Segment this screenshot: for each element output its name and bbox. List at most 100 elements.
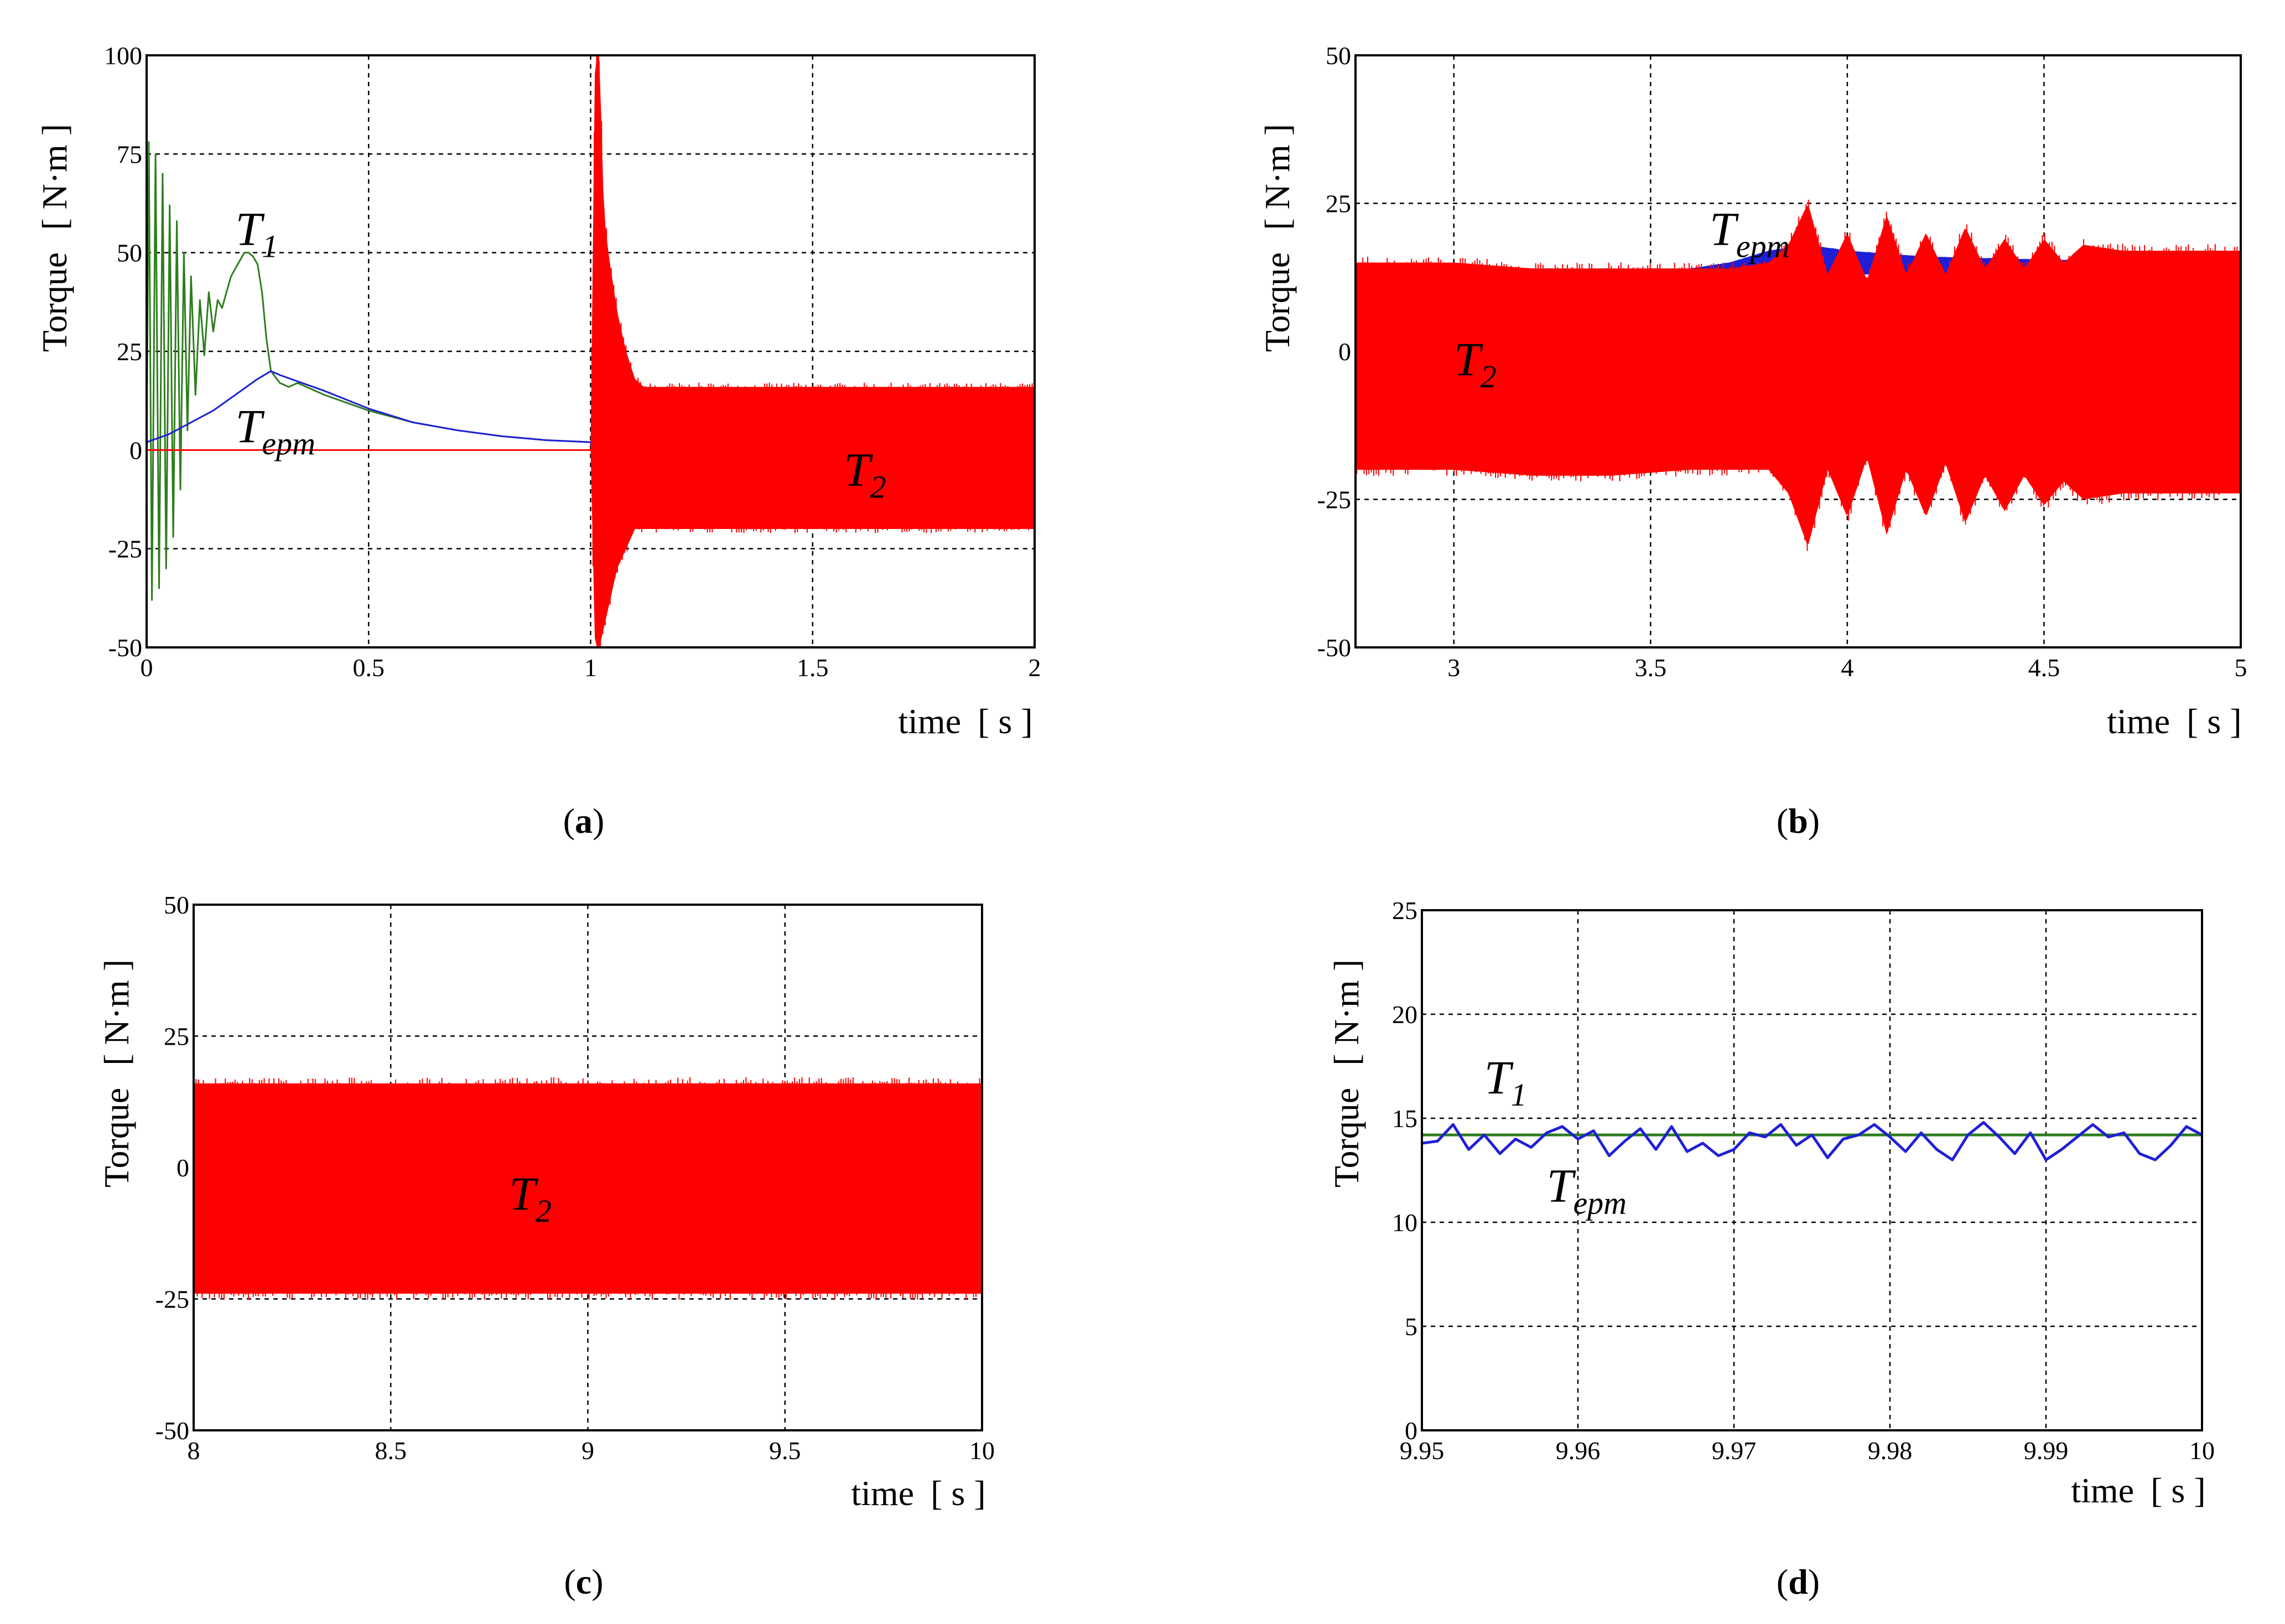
x-tick-label: 9.98 [1868, 1436, 1913, 1465]
y-tick-label: 50 [164, 891, 189, 919]
y-axis-name: Torque [1327, 1088, 1366, 1187]
x-axis-name: time [898, 702, 961, 741]
plot-frame [193, 904, 983, 1431]
y-axis-unit: [ N·m ] [97, 959, 136, 1066]
y-axis-label: Torque [ N·m ] [1327, 959, 1366, 1187]
series-line-Tepm [147, 370, 614, 471]
x-axis-label: time [ s ] [2107, 702, 2241, 741]
subfigure-open: ( [563, 801, 575, 840]
x-tick-label: 1 [584, 653, 597, 682]
x-tick-label: 5 [2235, 653, 2247, 682]
series-group [194, 1077, 982, 1300]
subfigure-letter: b [1788, 801, 1808, 840]
series-group [1356, 199, 2241, 551]
subfigure-close: ) [593, 801, 604, 840]
annotation-subscript: epm [1736, 228, 1790, 264]
annotation-label: T2 [509, 1167, 552, 1229]
y-tick-label: 0 [1338, 338, 1351, 366]
y-tick-label: -25 [108, 535, 142, 563]
x-tick-label: 4 [1841, 653, 1853, 682]
y-axis-unit: [ N·m ] [1327, 959, 1366, 1066]
y-axis-unit: [ N·m ] [35, 124, 74, 230]
y-tick-label: 0 [1405, 1417, 1417, 1445]
subfigure-open: ( [1777, 1562, 1788, 1601]
chart-panel-b: 3 3.5 4 4.5 5 -50 -25 0 25 50 Torque [ N·m ] time [ s… [1258, 41, 2247, 840]
x-axis-unit: [ s ] [2187, 702, 2242, 741]
plot-frame [146, 54, 1036, 648]
chart-panel-a: 0 0.5 1 1.5 2 -50 -25 0 25 50 75 100 Torque [ N·m ] ti… [35, 41, 1041, 840]
annotation-label: T2 [1454, 333, 1497, 395]
annotation-subscript: 1 [262, 228, 278, 264]
x-axis-label: time [ s ] [898, 702, 1032, 741]
subfigure-label: (a) [563, 801, 605, 840]
x-axis-unit: [ s ] [931, 1473, 986, 1513]
y-tick-label: 25 [1392, 896, 1417, 925]
tick-labels: 9.95 9.96 9.97 9.98 9.99 10 0 5 10 15 20 25 [1392, 896, 2215, 1465]
x-tick-label: 9.96 [1556, 1436, 1601, 1465]
annotation-label: T2 [844, 443, 886, 505]
annotation-main: T [236, 399, 265, 453]
x-axis-unit: [ s ] [978, 702, 1033, 741]
x-tick-label: 9.97 [1712, 1436, 1757, 1465]
y-axis-unit: [ N·m ] [1258, 124, 1297, 230]
y-tick-label: 50 [1326, 41, 1351, 70]
x-axis-label: time [ s ] [851, 1473, 985, 1513]
annotation-main: T [1484, 1051, 1514, 1104]
series-line-T1 [147, 141, 613, 601]
y-tick-label: -50 [108, 634, 142, 662]
y-axis-label: Torque [ N·m ] [97, 959, 136, 1187]
y-tick-label: 25 [1326, 190, 1351, 218]
grid-lines [147, 55, 1035, 647]
x-tick-label: 10 [2189, 1436, 2215, 1465]
subfigure-label: (d) [1777, 1562, 1820, 1601]
x-axis-label: time [ s ] [2071, 1471, 2205, 1510]
x-tick-label: 10 [969, 1436, 995, 1465]
annotation-main: T [509, 1167, 538, 1220]
y-tick-label: 5 [1405, 1312, 1417, 1341]
y-axis-name: Torque [35, 252, 74, 352]
y-axis-name: Torque [97, 1088, 136, 1187]
annotation-label: T1 [236, 202, 278, 264]
y-axis-label: Torque [ N·m ] [1258, 124, 1297, 352]
x-tick-label: 2 [1029, 653, 1041, 682]
y-tick-label: 100 [104, 41, 142, 70]
x-tick-label: 9 [581, 1436, 594, 1465]
grid-lines [1422, 910, 2202, 1430]
annotation-main: T [844, 443, 873, 496]
x-axis-name: time [2107, 702, 2170, 741]
y-axis-label: Torque [ N·m ] [35, 124, 74, 352]
series-osc-T2 [194, 1077, 982, 1300]
y-tick-label: 0 [176, 1154, 189, 1182]
series-osc-T2 [591, 55, 1035, 647]
x-tick-label: 9.5 [769, 1436, 801, 1465]
plot-frame [1421, 909, 2203, 1431]
x-tick-label: 3.5 [1635, 653, 1667, 682]
x-axis-name: time [851, 1473, 914, 1513]
annotation-main: T [1547, 1159, 1576, 1212]
y-tick-label: 0 [129, 436, 142, 464]
tick-labels: 0 0.5 1 1.5 2 -50 -25 0 25 50 75 100 [104, 41, 1041, 682]
y-tick-label: -25 [155, 1285, 189, 1314]
x-tick-label: 3 [1447, 653, 1460, 682]
annotation-subscript: 2 [536, 1193, 552, 1229]
subfigure-letter: c [576, 1562, 591, 1601]
subfigure-letter: d [1788, 1562, 1808, 1601]
y-tick-label: 25 [117, 338, 142, 366]
annotation-subscript: 2 [870, 469, 886, 505]
annotation-label: Tepm [1547, 1159, 1627, 1221]
x-tick-label: 8.5 [375, 1436, 407, 1465]
annotation-subscript: epm [262, 426, 315, 461]
y-axis-name: Torque [1258, 252, 1297, 352]
plot-frame [1354, 54, 2242, 648]
series-line-Tepm [1422, 1121, 2202, 1161]
y-tick-label: -50 [155, 1417, 189, 1445]
subfigure-label: (b) [1777, 801, 1820, 840]
annotation-main: T [1454, 333, 1483, 386]
y-tick-label: 25 [164, 1023, 189, 1051]
series-group [147, 55, 1035, 647]
chart-panel-d: 9.95 9.96 9.97 9.98 9.99 10 0 5 10 15 20 25 Torque [ … [1327, 896, 2215, 1601]
y-tick-label: 10 [1392, 1208, 1417, 1237]
subfigure-close: ) [1808, 801, 1820, 840]
x-tick-label: 8 [188, 1436, 200, 1465]
